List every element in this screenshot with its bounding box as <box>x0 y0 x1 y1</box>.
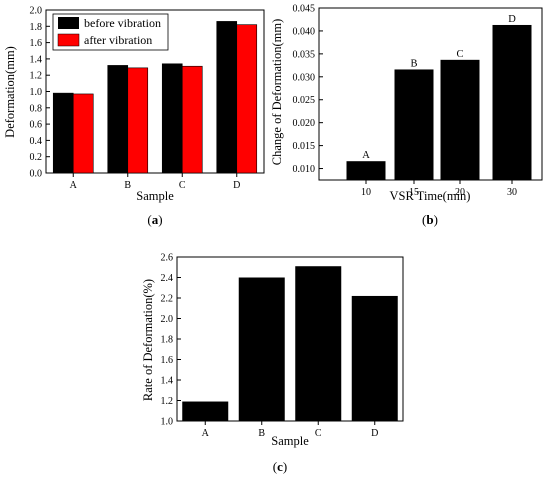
chart-a: 0.0 0.2 0.4 0.6 0.8 1.0 1.2 1.4 1.6 1.8 2.0 A B C D b… <box>3 6 265 227</box>
bar-10 <box>346 161 386 180</box>
x-tick-label: A <box>202 428 210 439</box>
chart-c-x-ticks: A B C D <box>202 421 378 439</box>
y-tick-label: 0.010 <box>293 164 316 175</box>
y-tick-label: 1.2 <box>161 396 174 407</box>
y-tick-label: 0.025 <box>293 95 316 106</box>
bar-A <box>182 401 229 421</box>
bar-after-D <box>236 24 258 174</box>
y-tick-label: 1.0 <box>30 87 43 98</box>
y-tick-label: 2.2 <box>161 294 174 305</box>
chart-a-legend-label-after: after vibration <box>84 33 152 47</box>
bar-30 <box>492 24 532 180</box>
chart-a-legend-swatch-after <box>57 33 80 47</box>
y-tick-label: 0.4 <box>30 136 43 147</box>
chart-b-caption: (b) <box>422 212 438 227</box>
bar-after-A <box>72 93 94 174</box>
x-tick-label: 15 <box>409 187 419 198</box>
x-tick-label: B <box>124 180 131 191</box>
chart-a-legend-swatch-before <box>58 17 79 29</box>
bar-C <box>295 266 342 421</box>
y-tick-label: 0.2 <box>30 152 43 163</box>
chart-a-legend: before vibration after vibration <box>52 13 169 51</box>
chart-b-x-axis-label: VSR Time(min) <box>390 189 471 203</box>
y-tick-label: 0.045 <box>293 4 316 15</box>
chart-b: 0.010 0.015 0.020 0.025 0.030 0.035 0.040 0.045… <box>270 4 543 227</box>
bar-20 <box>440 59 480 181</box>
x-tick-label: B <box>258 428 265 439</box>
y-tick-label: 0.6 <box>30 120 43 131</box>
bar-label: B <box>410 58 417 69</box>
x-tick-label: 20 <box>455 187 465 198</box>
bar-before-C <box>161 63 183 174</box>
chart-a-legend-label-before: before vibration <box>84 16 161 30</box>
bar-after-C <box>181 65 203 174</box>
y-tick-label: 0.8 <box>30 103 43 114</box>
y-tick-label: 1.6 <box>161 355 174 366</box>
y-tick-label: 0.030 <box>293 72 316 83</box>
bar-label: D <box>508 14 516 25</box>
x-tick-label: 30 <box>507 187 517 198</box>
y-tick-label: 1.2 <box>30 71 43 82</box>
chart-a-x-axis-label: Sample <box>136 189 174 203</box>
chart-a-x-ticks: A B C D <box>70 173 240 191</box>
bar-after-B <box>127 67 149 174</box>
bar-before-D <box>216 21 238 174</box>
y-tick-label: 0.035 <box>293 49 316 60</box>
bar-15 <box>394 69 434 180</box>
x-tick-label: D <box>233 180 240 191</box>
y-tick-label: 1.4 <box>161 376 174 387</box>
chart-a-y-ticks: 0.0 0.2 0.4 0.6 0.8 1.0 1.2 1.4 1.6 1.8 2.0 <box>30 6 50 180</box>
chart-a-y-axis-label: Deformation(mm) <box>3 46 17 138</box>
x-tick-label: 10 <box>361 187 371 198</box>
y-tick-label: 1.4 <box>30 54 43 65</box>
chart-a-bars <box>52 21 258 174</box>
chart-c-y-axis-label: Rate of Deformation(%) <box>141 279 155 401</box>
bar-before-B <box>107 65 129 174</box>
bar-B <box>238 277 285 421</box>
x-tick-label: A <box>70 180 78 191</box>
y-tick-label: 1.6 <box>30 38 43 49</box>
x-tick-label: C <box>179 180 186 191</box>
bar-label: A <box>362 150 370 161</box>
y-tick-label: 1.0 <box>161 417 174 428</box>
chart-c-bars <box>182 266 398 421</box>
y-tick-label: 0.015 <box>293 141 316 152</box>
chart-c-y-ticks: 1.0 1.2 1.4 1.6 1.8 2.0 2.2 2.4 2.6 <box>161 253 181 428</box>
y-tick-label: 0.040 <box>293 26 316 37</box>
y-tick-label: 0.0 <box>30 169 43 180</box>
chart-b-y-axis-label: Change of Deformation(mm) <box>270 19 284 165</box>
y-tick-label: 1.8 <box>30 22 43 33</box>
x-tick-label: D <box>371 428 378 439</box>
y-tick-label: 0.020 <box>293 118 316 129</box>
bar-before-A <box>52 92 74 174</box>
y-tick-label: 1.8 <box>161 335 174 346</box>
chart-c-caption: (c) <box>273 459 287 474</box>
chart-a-caption: (a) <box>147 212 162 227</box>
y-tick-label: 2.6 <box>161 253 174 264</box>
bar-D <box>351 295 398 421</box>
x-tick-label: C <box>315 428 322 439</box>
y-tick-label: 2.0 <box>30 6 43 17</box>
chart-b-y-ticks: 0.010 0.015 0.020 0.025 0.030 0.035 0.040 0.045 <box>293 4 323 175</box>
chart-b-bars: A B C D <box>346 14 532 181</box>
chart-c-x-axis-label: Sample <box>271 434 309 448</box>
chart-b-x-ticks: 10 15 20 30 <box>361 180 517 198</box>
y-tick-label: 2.0 <box>161 314 174 325</box>
bar-label: C <box>456 49 463 60</box>
y-tick-label: 2.4 <box>161 273 174 284</box>
